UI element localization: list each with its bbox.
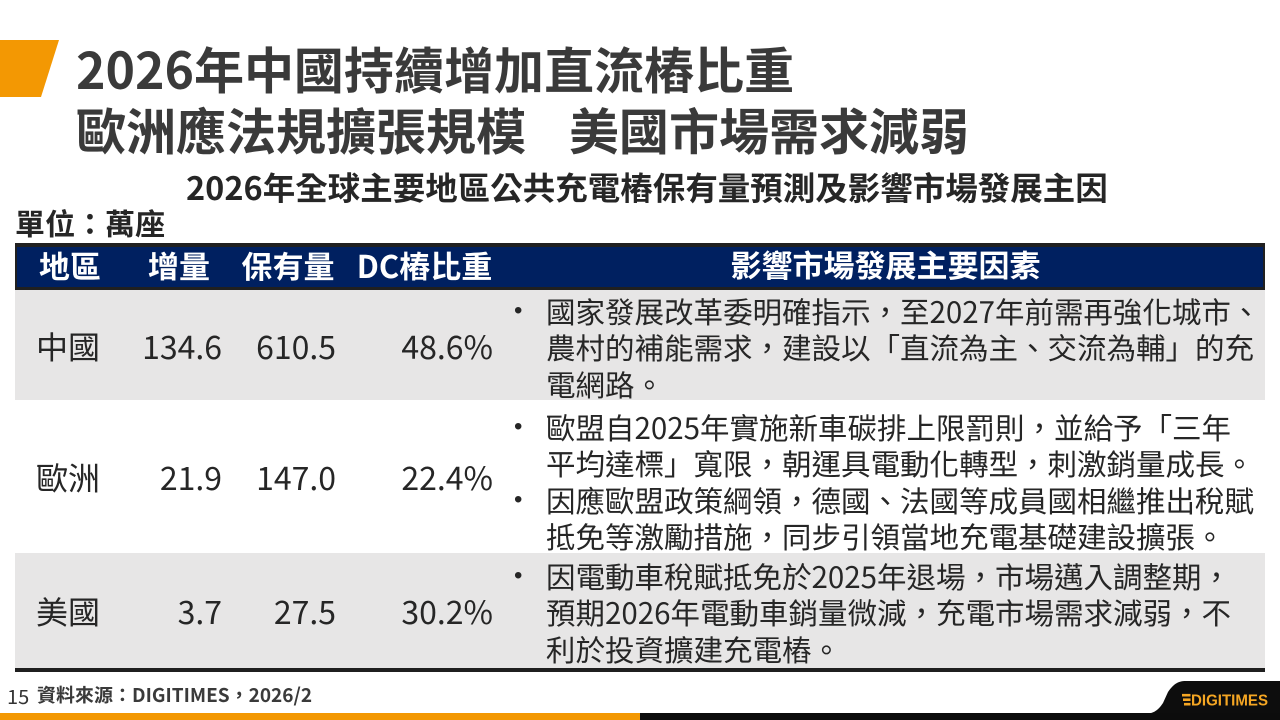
svg-text:DIGITIMES: DIGITIMES: [1191, 693, 1268, 710]
